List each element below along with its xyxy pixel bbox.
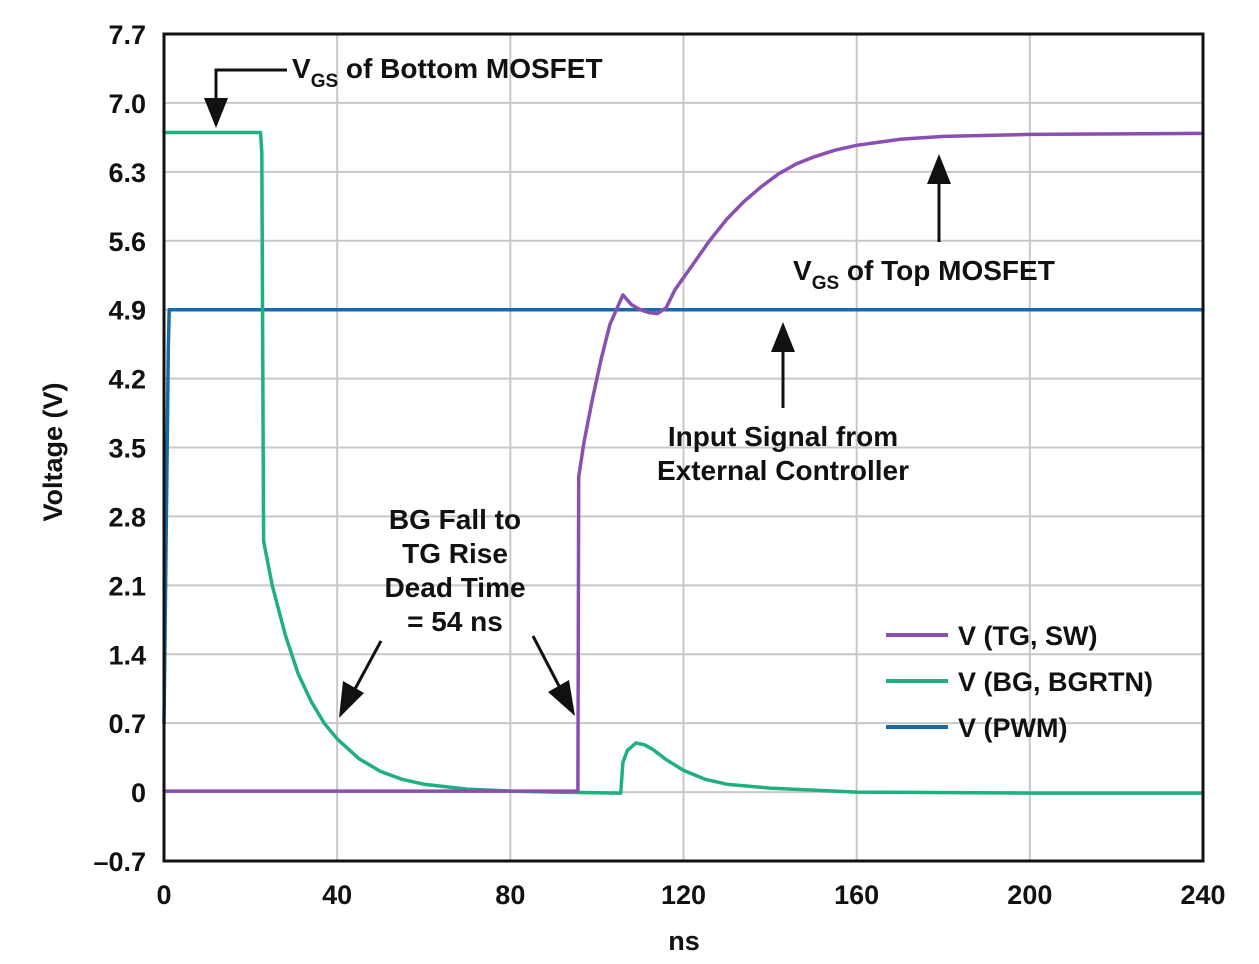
- x-tick-label: 240: [1180, 880, 1225, 910]
- annotation-label-line-1: Input Signal from: [668, 421, 898, 452]
- annotation-label-line-2: TG Rise: [402, 538, 508, 569]
- legend: V (TG, SW) V (BG, BGRTN) V (PWM): [886, 621, 1153, 743]
- arrow-head-left: [339, 681, 364, 718]
- y-tick-label: 6.3: [108, 158, 146, 188]
- y-tick-label: 4.9: [108, 296, 146, 326]
- x-tick-label: 40: [322, 880, 352, 910]
- plot-frame: [162, 32, 1205, 863]
- legend-label: V (TG, SW): [958, 621, 1097, 651]
- y-tick-label: –0.7: [93, 847, 146, 877]
- x-tick-label: 160: [834, 880, 879, 910]
- series-line-0: [162, 131, 1205, 793]
- x-tick-labels: 0 40 80 120 160 200 240: [156, 880, 1225, 910]
- annotation-label-line-3: Dead Time: [384, 572, 525, 603]
- x-tick-label: 80: [495, 880, 525, 910]
- annotation-arrow: [214, 68, 287, 100]
- y-tick-labels: 7.7 7.0 6.3 5.6 4.9 4.2 3.5 2.8 2.1 1.4 0.7 0 –0.7: [93, 20, 146, 877]
- annotation-top-mosfet: VGS of Top MOSFET: [793, 154, 1055, 294]
- annotation-input-signal: Input Signal from External Controller: [657, 322, 909, 486]
- annotation-arrow-right: [531, 635, 561, 687]
- annotation-label-line-2: External Controller: [657, 455, 909, 486]
- arrow-head: [204, 98, 228, 128]
- arrow-head: [771, 322, 795, 352]
- y-tick-label: 1.4: [108, 640, 146, 670]
- arrow-head: [927, 154, 951, 184]
- annotation-label: VGS of Top MOSFET: [793, 255, 1055, 294]
- annotation-arrow-left: [353, 640, 383, 690]
- y-tick-label: 2.8: [108, 502, 146, 532]
- annotation-label-line-1: BG Fall to: [389, 504, 521, 535]
- annotation-bottom-mosfet: VGS of Bottom MOSFET: [204, 53, 603, 128]
- series-layer: [162, 130, 1205, 795]
- x-axis-title: ns: [668, 926, 700, 956]
- x-tick-label: 120: [661, 880, 706, 910]
- arrow-head-right: [548, 680, 575, 716]
- annotation-label-line-4: = 54 ns: [407, 606, 503, 637]
- y-axis-title: Voltage (V): [38, 382, 68, 521]
- y-tick-label: 2.1: [108, 571, 146, 601]
- y-tick-label: 3.5: [108, 434, 146, 464]
- x-tick-label: 200: [1007, 880, 1052, 910]
- legend-label: V (PWM): [958, 713, 1067, 743]
- annotation-label: VGS of Bottom MOSFET: [292, 53, 603, 92]
- legend-label: V (BG, BGRTN): [958, 667, 1153, 697]
- y-tick-label: 7.0: [108, 89, 146, 119]
- y-tick-label: 4.2: [108, 365, 146, 395]
- y-tick-label: 5.6: [108, 227, 146, 257]
- annotation-dead-time: BG Fall to TG Rise Dead Time = 54 ns: [339, 504, 575, 718]
- y-tick-label: 0: [131, 778, 146, 808]
- x-tick-label: 0: [156, 880, 171, 910]
- series-line-2: [162, 307, 1205, 725]
- y-tick-label: 0.7: [108, 709, 146, 739]
- grid: [164, 34, 1203, 861]
- y-tick-label: 7.7: [108, 20, 146, 50]
